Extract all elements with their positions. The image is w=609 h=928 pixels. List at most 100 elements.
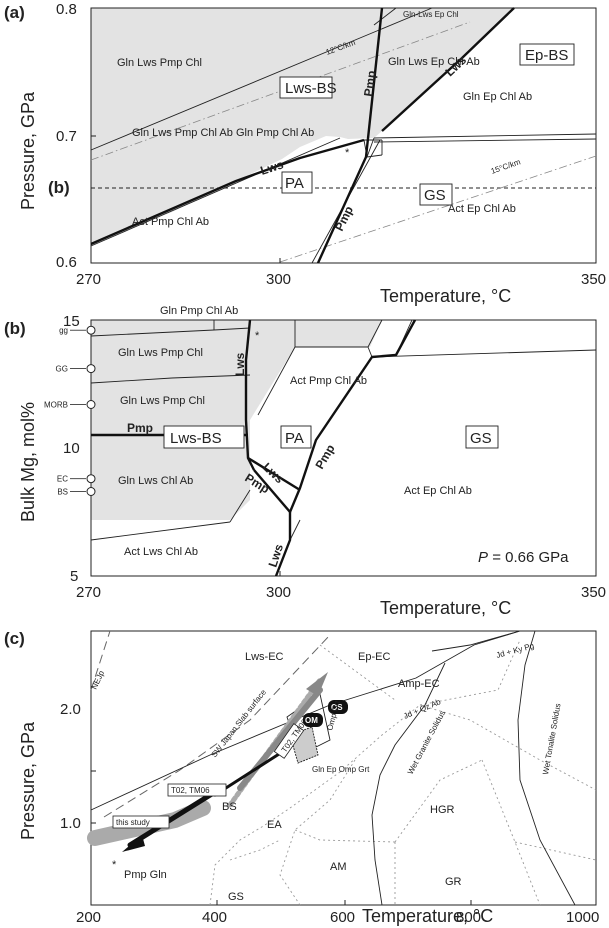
- facies-bs: BS: [222, 801, 237, 813]
- curve-wet-tonalite: [517, 630, 576, 906]
- curve-label-jd-ky: Jd + Ky Pg: [495, 641, 535, 660]
- path-this-study: [127, 789, 218, 848]
- label-this-study: this study: [116, 818, 150, 827]
- curve-jd-ky: [431, 630, 521, 652]
- field-b-6: Act Pmp Chl Ab: [290, 375, 367, 387]
- boundary-thin-2: [90, 137, 341, 247]
- xtick-b-300: 300: [266, 584, 291, 601]
- curve-nejp: [90, 630, 111, 691]
- xlabel-a: Temperature, °C: [380, 286, 511, 306]
- boundary-thin-9: [366, 154, 383, 158]
- boundary-b-thin-15: [289, 519, 301, 541]
- label-t02-tm06: T02, TM06: [171, 786, 210, 795]
- ytick-a-0.8: 0.8: [56, 1, 77, 18]
- rxn-label-pmp-b1: Pmp: [127, 421, 153, 435]
- label-os: OS: [331, 703, 343, 712]
- ytick-a-0.6: 0.6: [56, 254, 77, 271]
- facies-boundary-1: [209, 771, 341, 906]
- panel-a: (a) (b) 12°C/km 15°C/km: [4, 1, 606, 306]
- facies-boundary-12: [514, 841, 597, 861]
- field-a-7: Act Pmp Chl Ab: [132, 216, 209, 228]
- xtick-b-350: 350: [581, 584, 606, 601]
- xtick-a-270: 270: [76, 271, 101, 288]
- xtick-c-400: 400: [202, 909, 227, 926]
- field-b-7: Act Ep Chl Ab: [404, 485, 472, 497]
- bulk-marker-label-0: gg: [59, 326, 68, 335]
- boundary-thin-1: [90, 7, 433, 151]
- gradient-15-label: 15°C/km: [490, 157, 522, 176]
- field-a-2: Gln Lws Pmp Chl Ab: [132, 127, 233, 139]
- rxn-label-lws-b1: Lws: [233, 352, 247, 376]
- boundary-b-thin-12: [367, 319, 383, 348]
- star-marker-c: *: [112, 859, 117, 871]
- rxn-label-pmp-a1: Pmp: [332, 204, 356, 234]
- facies-boundary-8: [294, 829, 396, 843]
- panel-a-label: (a): [4, 3, 25, 22]
- star-marker-a: *: [345, 147, 350, 159]
- arrow-prograde-head: [306, 672, 328, 696]
- field-a-3: Gln Pmp Chl Ab: [236, 127, 314, 139]
- field-label-gln-ep-omp-grt: Gln Ep Omp Grt: [312, 765, 370, 774]
- bulk-marker-label-3: EC: [57, 475, 68, 484]
- field-label-omp-grt: Omp Grt: [325, 699, 342, 732]
- star-marker-b: *: [255, 330, 260, 342]
- facies-lws-bs-b: Lws-BS: [170, 430, 222, 447]
- bulk-composition-markers: gg GG MORB EC BS: [44, 325, 96, 497]
- facies-hgr: HGR: [430, 804, 455, 816]
- facies-lws-bs-b-box: [163, 425, 245, 449]
- gradient-15: [279, 155, 597, 263]
- panel-c: (c): [4, 629, 599, 926]
- facies-boundary-7: [229, 839, 281, 861]
- field-a-5: Gln-Lws Ep Chl: [403, 10, 459, 19]
- facies-amp-ec: Amp-EC: [398, 678, 440, 690]
- rxn-label-pmp-b3: Pmp: [312, 442, 337, 472]
- boundary-b-thin-7: [90, 521, 231, 541]
- boundary-b-thin-5: [171, 374, 251, 379]
- boundary-b-thin-4: [90, 377, 173, 384]
- marker-os: [328, 700, 348, 714]
- xtick-c-800: 800: [456, 909, 481, 926]
- panel-c-label: (c): [4, 629, 25, 648]
- boundary-b-pmp-3: [288, 319, 417, 513]
- xlabel-b: Temperature, °C: [380, 598, 511, 618]
- facies-ep-bs-a: Ep-BS: [525, 47, 568, 64]
- curve-label-wet-tonalite: Wet Tonalite Solidus: [541, 703, 562, 776]
- facies-boundary-5: [419, 704, 597, 791]
- facies-boundary-4: [319, 644, 396, 701]
- xlabel-c: Temperature, °C: [362, 906, 493, 926]
- ytick-b-15: 15: [63, 313, 80, 330]
- panel-b-shade: [91, 320, 382, 520]
- panel-c-frame: [90, 630, 597, 906]
- field-b-4: Gln Lws Chl Ab: [118, 475, 193, 487]
- panel-b-frame: [90, 319, 597, 577]
- facies-pa-b-box: [280, 425, 312, 449]
- ytick-c-2.0: 2.0: [60, 701, 81, 718]
- facies-pa-a: PA: [285, 175, 304, 192]
- field-b-2: Gln Lws Pmp Chl: [118, 347, 203, 359]
- curve-label-nejp: NEJp: [90, 669, 107, 691]
- field-a-1: Gln Lws Pmp Chl: [117, 57, 202, 69]
- curve-wet-granite: [371, 662, 446, 906]
- facies-boundary-11: [481, 759, 541, 906]
- facies-gs-b-box: [465, 425, 499, 449]
- boundary-lws-a1: [90, 138, 365, 246]
- facies-lws-ec: Lws-EC: [245, 651, 284, 663]
- boundary-thin-10: [366, 137, 375, 158]
- boundary-b-thin-14: [257, 346, 296, 416]
- bulk-marker-label-2: MORB: [44, 401, 68, 410]
- box-this-study: [112, 815, 170, 829]
- panel-b: (b) Lws-BS: [4, 305, 606, 618]
- label-om: OM: [305, 716, 318, 725]
- facies-ep-ec: Ep-EC: [358, 651, 390, 663]
- facies-gr: GR: [445, 876, 462, 888]
- ytick-b-10: 10: [63, 440, 80, 457]
- facies-am: AM: [330, 861, 347, 873]
- panel-b-section-label: (b): [48, 178, 70, 197]
- xtick-c-200: 200: [76, 909, 101, 926]
- bulk-marker-label-1: GG: [56, 365, 68, 374]
- ytick-b-5: 5: [70, 568, 78, 585]
- point-label-pmp-gln: Pmp Gln: [124, 869, 167, 881]
- facies-boundary-3: [419, 639, 521, 706]
- ytick-c-1.0: 1.0: [60, 815, 81, 832]
